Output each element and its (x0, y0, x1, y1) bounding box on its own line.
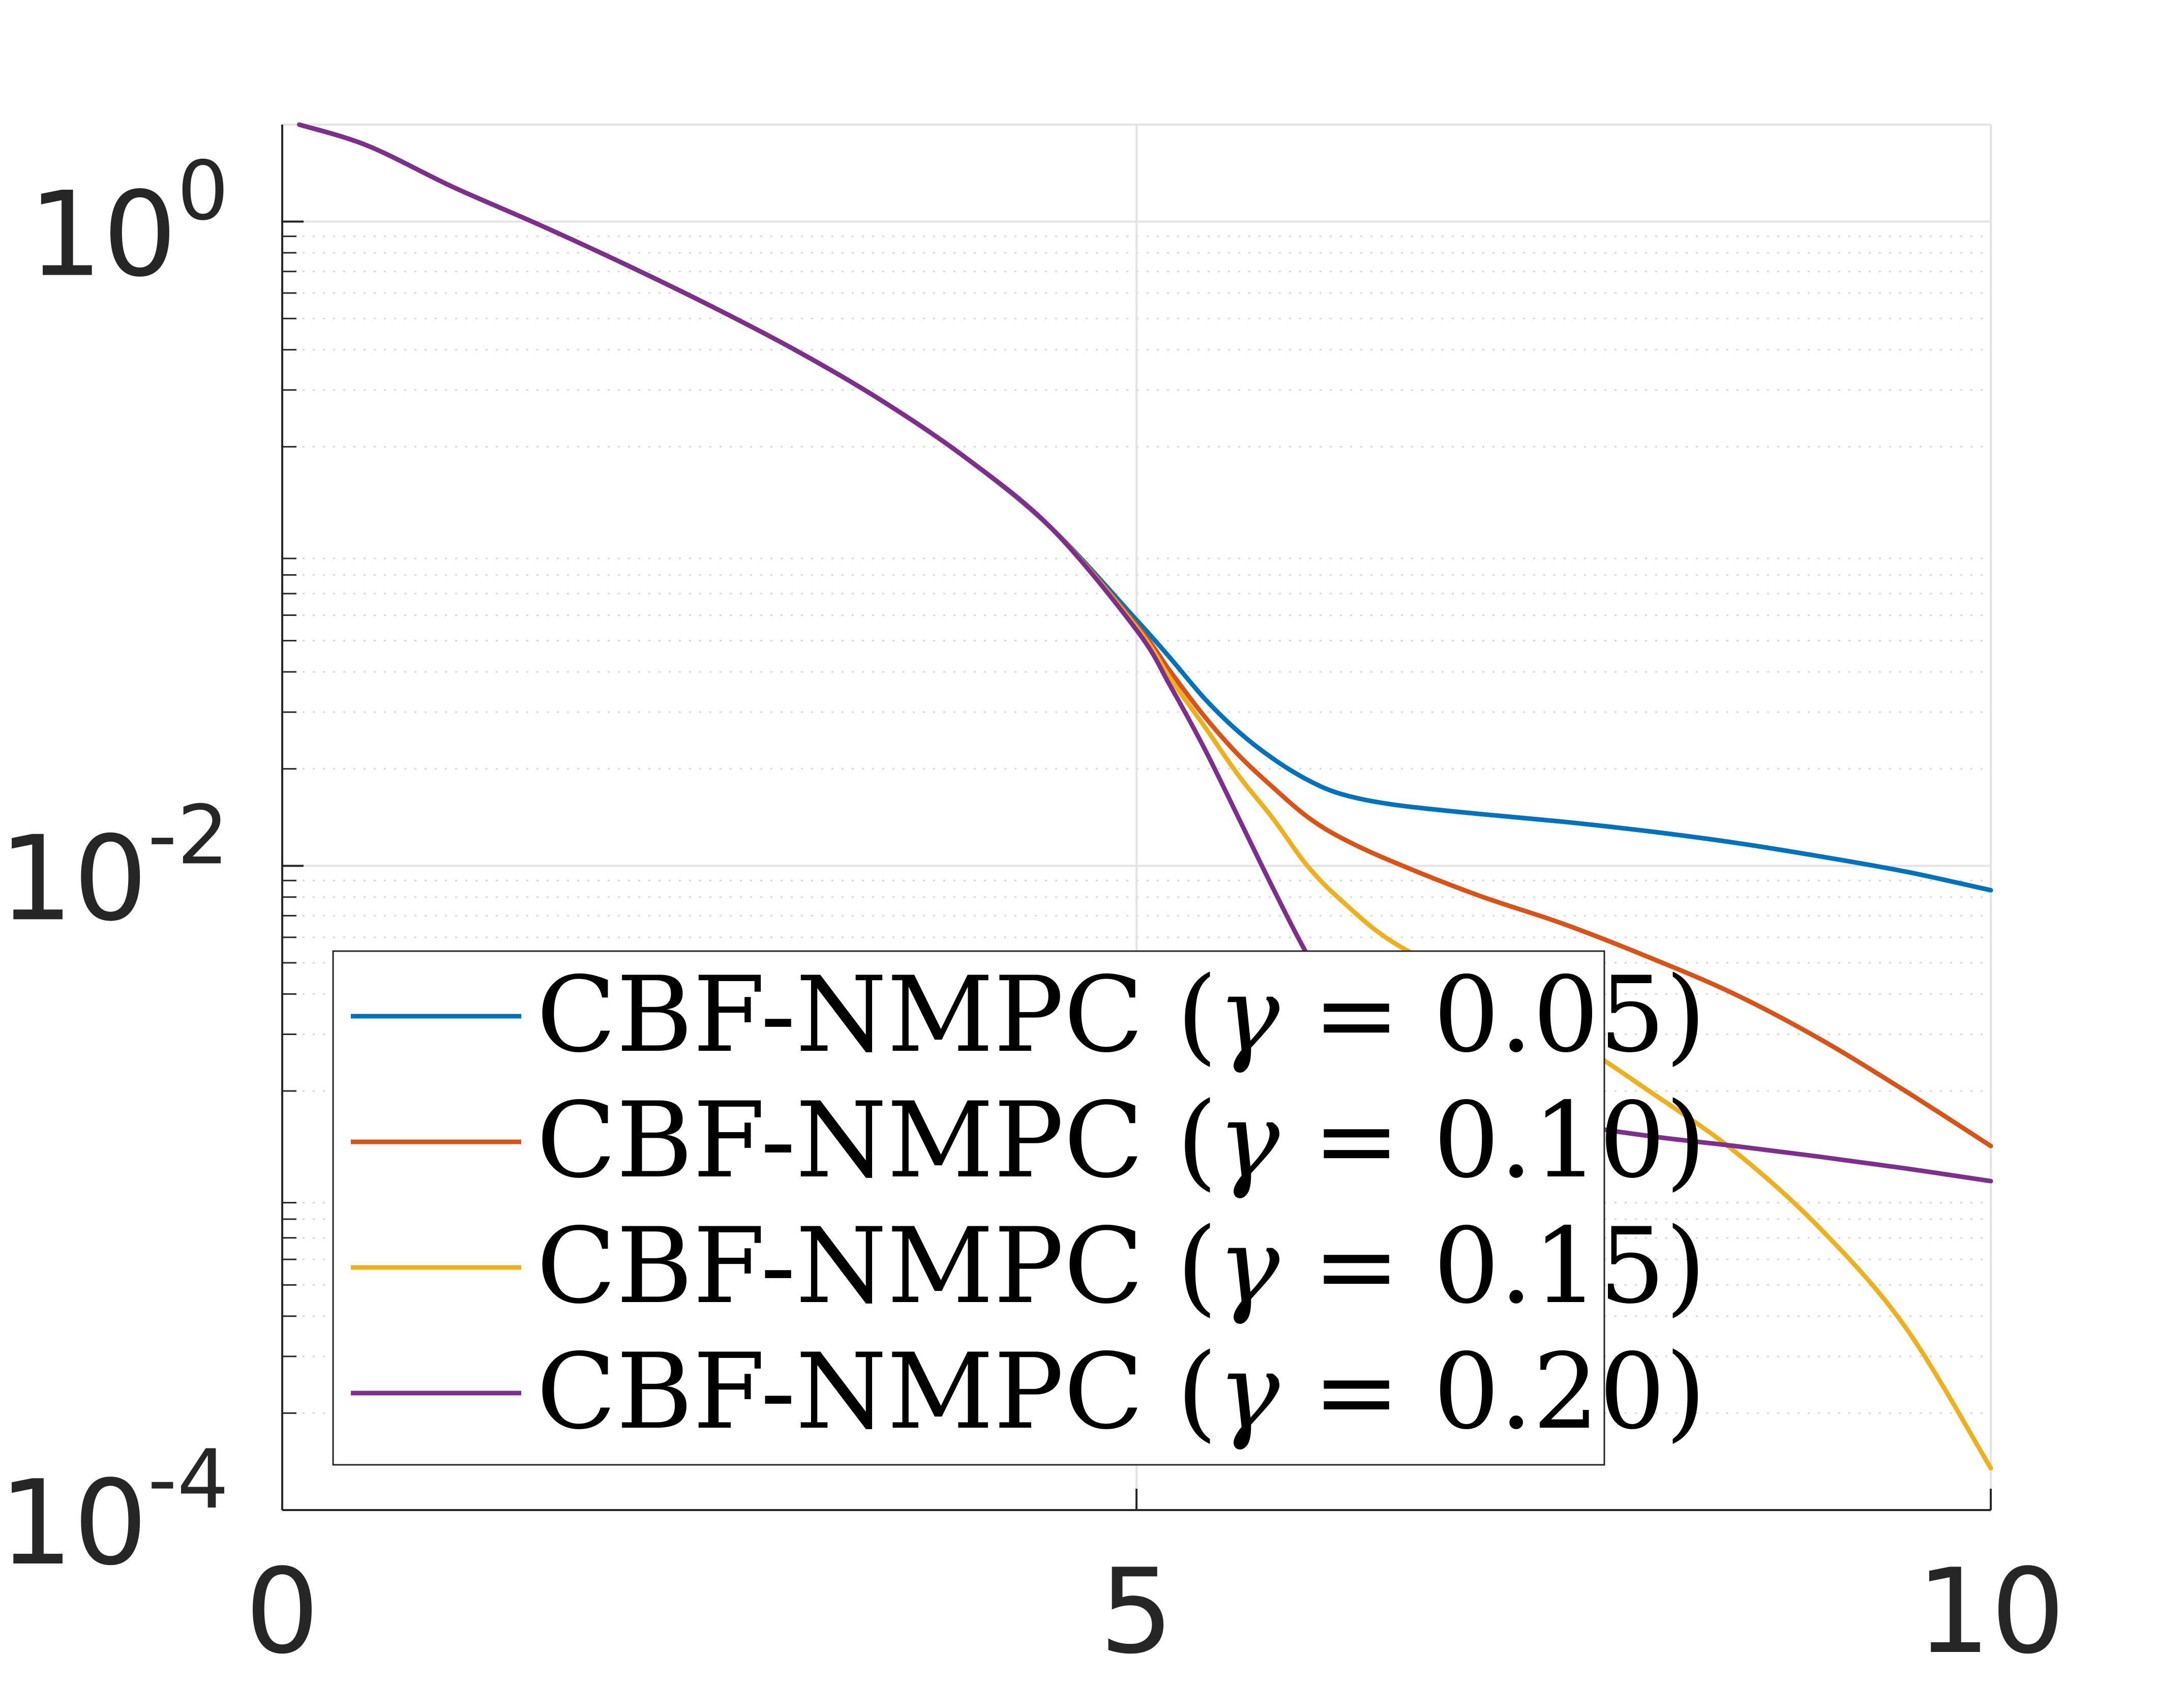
axes (281, 125, 1991, 1511)
legend-label-prefix: CBF-NMPC ( (536, 955, 1217, 1076)
series-line-4 (297, 122, 1993, 1184)
y-tick-base: 10 (0, 1456, 147, 1591)
legend-label-2: CBF-NMPC (γ = 0.10) (536, 1080, 1706, 1201)
legend-label-symbol: γ (1217, 955, 1280, 1076)
legend-label-suffix: = 0.15) (1280, 1206, 1707, 1327)
legend-label-prefix: CBF-NMPC ( (536, 1332, 1217, 1453)
legend-label-1: CBF-NMPC (γ = 0.05) (536, 955, 1706, 1076)
legend-label-prefix: CBF-NMPC ( (536, 1206, 1217, 1327)
legend-label-3: CBF-NMPC (γ = 0.15) (536, 1206, 1706, 1327)
y-tick-exponent: -2 (147, 787, 229, 882)
x-tick-labels: 0 5 10 (245, 1544, 2066, 1680)
y-tick-base: 10 (0, 811, 147, 947)
legend-box (332, 950, 1605, 1466)
y-tick-exponent: 0 (177, 143, 229, 239)
y-tick-label: 10-4 (0, 1432, 229, 1591)
y-tick-exponent: -4 (147, 1432, 229, 1527)
series-layer (297, 122, 1993, 1470)
legend-label-symbol: γ (1217, 1332, 1280, 1453)
legend-label-suffix: = 0.20) (1280, 1332, 1707, 1453)
legend: CBF-NMPC (γ = 0.05)CBF-NMPC (γ = 0.10)CB… (332, 950, 1706, 1466)
x-tick-label: 10 (1917, 1544, 2066, 1680)
legend-label-suffix: = 0.05) (1280, 955, 1707, 1076)
legend-label-symbol: γ (1217, 1080, 1280, 1201)
legend-label-prefix: CBF-NMPC ( (536, 1080, 1217, 1201)
y-tick-label: 10-2 (0, 787, 229, 947)
legend-label-suffix: = 0.10) (1280, 1080, 1707, 1201)
legend-label-symbol: γ (1217, 1206, 1280, 1327)
y-tick-label: 100 (28, 143, 229, 303)
y-tick-base: 10 (28, 167, 177, 303)
legend-label-4: CBF-NMPC (γ = 0.20) (536, 1332, 1706, 1453)
x-tick-label: 0 (245, 1544, 319, 1680)
x-tick-label: 5 (1099, 1544, 1174, 1680)
